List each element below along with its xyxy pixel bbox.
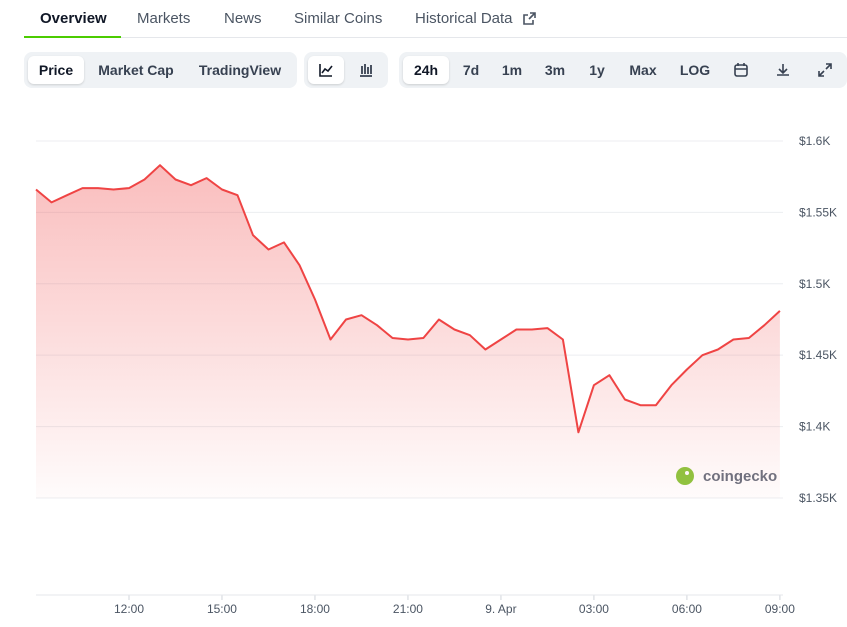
- line-icon: [319, 64, 333, 77]
- range-button[interactable]: 1y: [589, 62, 605, 78]
- tab[interactable]: Markets: [137, 10, 191, 27]
- y-tick-label: $1.4K: [799, 420, 830, 434]
- x-tick-label: 06:00: [672, 602, 702, 616]
- download-icon: [777, 64, 789, 76]
- range-button[interactable]: 7d: [462, 62, 480, 78]
- calendar-icon: [734, 63, 748, 77]
- y-tick-label: $1.5K: [799, 277, 830, 291]
- range-button[interactable]: LOG: [679, 62, 711, 78]
- style-group: [304, 52, 388, 88]
- y-tick-label: $1.45K: [799, 348, 837, 362]
- tab-indicator: [24, 36, 121, 38]
- fullscreen-button[interactable]: [809, 56, 841, 84]
- tab[interactable]: Historical Data: [415, 10, 513, 27]
- mode-group: Price Market Cap TradingView: [24, 52, 297, 88]
- y-tick-label: $1.6K: [799, 134, 830, 148]
- range-group: 24h 7d 1m 3m 1y Max LOG: [399, 52, 847, 88]
- price-line: [35, 164, 781, 434]
- mode-button[interactable]: Market Cap: [98, 62, 174, 78]
- tab[interactable]: Similar Coins: [294, 10, 383, 27]
- candle-icon: [360, 64, 372, 77]
- line-style-button[interactable]: [308, 56, 344, 84]
- candle-style-button[interactable]: [348, 56, 384, 84]
- x-tick-label: 03:00: [579, 602, 609, 616]
- mode-button[interactable]: Price: [28, 56, 84, 84]
- download-button[interactable]: [767, 56, 799, 84]
- x-tick-label: 09:00: [765, 602, 795, 616]
- y-tick-label: $1.35K: [799, 491, 837, 505]
- x-tick-label: 18:00: [300, 602, 330, 616]
- tab[interactable]: News: [224, 10, 262, 27]
- expand-icon: [818, 63, 832, 77]
- mode-button[interactable]: TradingView: [198, 62, 282, 78]
- range-button[interactable]: 3m: [544, 62, 566, 78]
- calendar-button[interactable]: [725, 56, 757, 84]
- tab[interactable]: Overview: [40, 10, 107, 27]
- range-button[interactable]: Max: [629, 62, 657, 78]
- y-tick-label: $1.55K: [799, 205, 837, 219]
- x-tick-label: 12:00: [114, 602, 144, 616]
- external-link-icon: [523, 12, 536, 25]
- x-tick-label: 21:00: [393, 602, 423, 616]
- x-tick-label: 9. Apr: [485, 602, 516, 616]
- price-area: [36, 165, 780, 498]
- x-tick-label: 15:00: [207, 602, 237, 616]
- range-button[interactable]: 24h: [403, 56, 449, 84]
- tab-divider: [24, 37, 847, 38]
- range-button[interactable]: 1m: [501, 62, 523, 78]
